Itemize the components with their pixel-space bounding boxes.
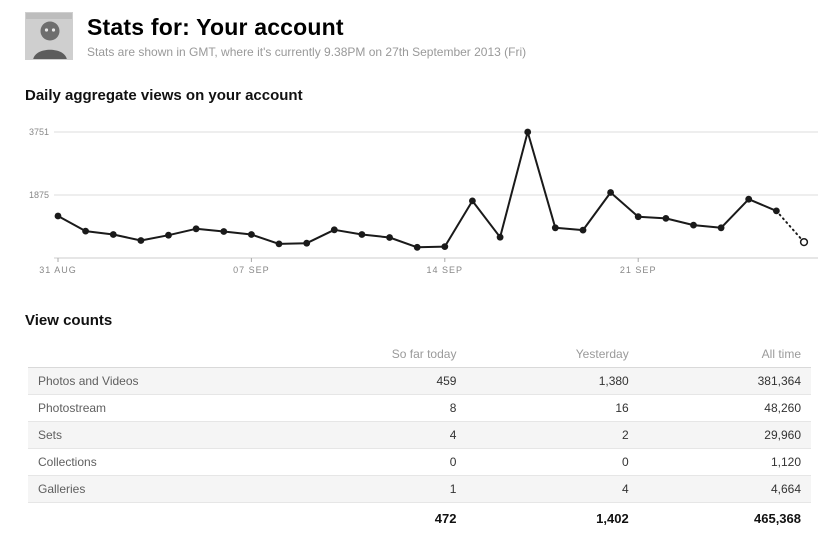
table-row: Galleries 1 4 4,664 <box>28 475 811 503</box>
row-label: Sets <box>28 421 295 449</box>
svg-text:21 SEP: 21 SEP <box>620 265 657 275</box>
row-value: 4 <box>466 475 639 503</box>
row-value: 2 <box>466 421 639 449</box>
column-header-today: So far today <box>294 341 467 368</box>
table-row: Photostream 8 16 48,260 <box>28 394 811 422</box>
column-header-yesterday: Yesterday <box>466 341 639 368</box>
view-counts-table-wrap: So far today Yesterday All time Photos a… <box>28 341 811 534</box>
svg-text:07 SEP: 07 SEP <box>233 265 270 275</box>
line-chart: 1875 3751 31 AUG 07 SEP 14 SEP 21 SEP <box>29 127 818 275</box>
row-value: 48,260 <box>638 394 811 422</box>
column-header-alltime: All time <box>638 341 811 368</box>
row-value: 459 <box>294 367 467 395</box>
row-value: 1,380 <box>466 367 639 395</box>
row-value: 8 <box>294 394 467 422</box>
totals-blank <box>28 502 295 534</box>
total-alltime: 465,368 <box>638 502 811 534</box>
table-row: Collections 0 0 1,120 <box>28 448 811 476</box>
chart-section-heading: Daily aggregate views on your account <box>25 87 303 104</box>
row-value: 0 <box>294 448 467 476</box>
daily-views-chart: 1875 3751 31 AUG 07 SEP 14 SEP 21 SEP <box>10 120 839 282</box>
row-value: 0 <box>466 448 639 476</box>
row-value: 29,960 <box>638 421 811 449</box>
view-counts-body: Photos and Videos 459 1,380 381,364 Photostr… <box>28 367 811 503</box>
column-header-blank <box>28 341 295 368</box>
page-subtitle: Stats are shown in GMT, where it's curre… <box>87 45 527 60</box>
table-row: Sets 4 2 29,960 <box>28 421 811 449</box>
header-text: Stats for: Your account Stats are shown … <box>87 12 526 59</box>
totals-row: 472 1,402 465,368 <box>28 502 811 534</box>
page-title: Stats for: Your account <box>87 14 344 40</box>
svg-text:14 SEP: 14 SEP <box>427 265 464 275</box>
total-today: 472 <box>294 502 467 534</box>
row-label: Photostream <box>28 394 295 422</box>
table-row: Photos and Videos 459 1,380 381,364 <box>28 367 811 395</box>
view-counts-table: So far today Yesterday All time Photos a… <box>28 341 811 534</box>
row-value: 1 <box>294 475 467 503</box>
row-value: 1,120 <box>638 448 811 476</box>
row-value: 4,664 <box>638 475 811 503</box>
header: Stats for: Your account Stats are shown … <box>0 0 839 60</box>
row-label: Photos and Videos <box>28 367 295 395</box>
row-label: Galleries <box>28 475 295 503</box>
user-portrait-icon <box>26 13 72 59</box>
row-value: 4 <box>294 421 467 449</box>
row-label: Collections <box>28 448 295 476</box>
row-value: 16 <box>466 394 639 422</box>
svg-text:1875: 1875 <box>29 190 49 200</box>
row-value: 381,364 <box>638 367 811 395</box>
avatar[interactable] <box>25 12 73 60</box>
svg-text:3751: 3751 <box>29 127 49 137</box>
table-section-heading: View counts <box>25 312 113 329</box>
svg-text:31 AUG: 31 AUG <box>39 265 77 275</box>
table-header-row: So far today Yesterday All time <box>28 341 811 368</box>
total-yesterday: 1,402 <box>466 502 639 534</box>
